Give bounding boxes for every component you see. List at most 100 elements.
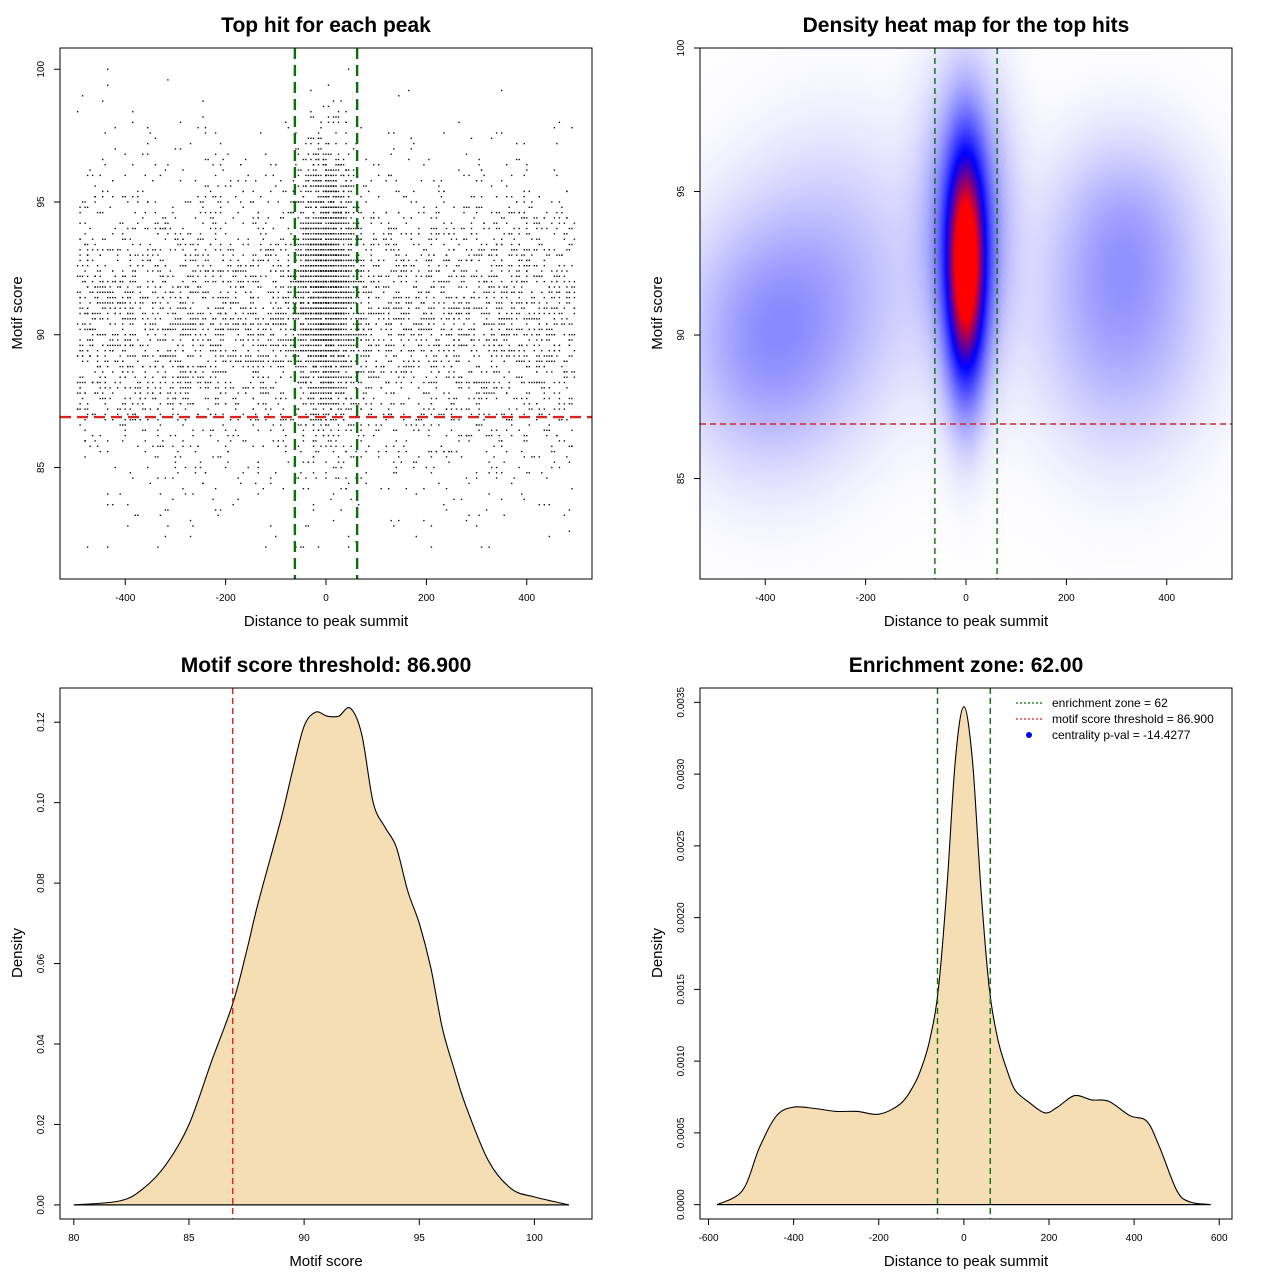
scatter-point (347, 535, 350, 538)
scatter-point (483, 413, 485, 416)
scatter-point (483, 249, 485, 251)
scatter-point (325, 153, 327, 155)
scatter-point (332, 254, 335, 256)
scatter-point (147, 344, 149, 347)
scatter-point (86, 350, 89, 352)
scatter-point (485, 302, 488, 304)
scatter-point (327, 339, 330, 341)
scatter-point (337, 211, 340, 214)
scatter-point (250, 275, 252, 277)
scatter-point (337, 312, 340, 315)
scatter-point (360, 233, 362, 235)
scatter-point (302, 254, 305, 256)
scatter-point (282, 440, 284, 442)
scatter-point (420, 350, 423, 352)
scatter-point (553, 344, 556, 347)
scatter-point (260, 387, 262, 389)
scatter-point (511, 249, 513, 251)
scatter-point (315, 296, 317, 299)
scatter-point (307, 227, 310, 230)
scatter-point (307, 270, 310, 272)
scatter-point (192, 493, 194, 495)
scatter-point (350, 280, 352, 283)
scatter-point (275, 254, 277, 256)
scatter-point (340, 365, 342, 368)
scatter-point (566, 456, 568, 458)
scatter-point (325, 164, 327, 166)
scatter-point (207, 259, 209, 262)
scatter-point (317, 233, 320, 235)
scatter-point (347, 254, 350, 256)
scatter-point (204, 211, 207, 214)
scatter-point (511, 350, 513, 352)
scatter-point (403, 196, 405, 198)
scatter-point (282, 238, 284, 240)
scatter-point (315, 174, 317, 177)
scatter-point (217, 270, 219, 272)
scatter-point (227, 434, 229, 437)
scatter-point (265, 222, 267, 224)
scatter-point (302, 211, 305, 214)
scatter-point (413, 190, 415, 193)
scatter-point (337, 334, 340, 336)
scatter-point (390, 174, 392, 177)
scatter-point (122, 403, 124, 405)
scatter-point (393, 296, 395, 299)
scatter-point (257, 211, 259, 214)
scatter-point (280, 275, 282, 277)
scatter-point (430, 424, 433, 426)
scatter-point (337, 270, 340, 272)
scatter-point (245, 440, 247, 442)
scatter-point (315, 387, 317, 389)
scatter-point (443, 222, 445, 224)
scatter-point (194, 350, 197, 352)
scatter-point (302, 344, 305, 347)
scatter-point (212, 280, 214, 283)
scatter-point (345, 312, 347, 315)
scatter-point (400, 259, 402, 262)
scatter-point (473, 339, 475, 341)
scatter-point (224, 302, 227, 304)
scatter-point (463, 211, 465, 214)
scatter-point (214, 249, 217, 251)
scatter-point (571, 488, 573, 490)
scatter-point (568, 509, 571, 511)
scatter-point (533, 350, 535, 352)
scatter-point (423, 164, 425, 166)
scatter-point (124, 397, 126, 400)
scatter-point (360, 477, 362, 479)
scatter-point (342, 413, 345, 416)
scatter-point (337, 403, 340, 405)
scatter-point (373, 164, 375, 166)
scatter-point (508, 254, 510, 256)
scatter-point (144, 350, 146, 352)
scatter-point (152, 249, 154, 251)
scatter-point (543, 259, 545, 262)
scatter-point (322, 408, 325, 410)
scatter-point (112, 419, 114, 421)
scatter-point (498, 371, 500, 373)
scatter-point (438, 190, 440, 193)
scatter-point (327, 312, 330, 315)
scatter-point (423, 408, 425, 410)
scatter-point (528, 472, 530, 474)
scatter-point (305, 270, 307, 272)
scatter-point (104, 403, 106, 405)
scatter-point (227, 270, 229, 272)
scatter-point (79, 328, 81, 331)
scatter-point (142, 403, 144, 405)
scatter-point (315, 312, 317, 315)
scatter-point (342, 461, 345, 463)
scatter-point (172, 286, 174, 288)
scatter-point (257, 227, 259, 230)
scatter-point (448, 360, 450, 362)
scatter-point (413, 265, 415, 267)
scatter-point (162, 445, 164, 447)
scatter-point (418, 456, 420, 458)
scatter-point (493, 222, 495, 224)
scatter-point (320, 387, 322, 389)
scatter-point (360, 456, 362, 458)
scatter-point (137, 514, 139, 516)
scatter-point (536, 238, 538, 240)
scatter-point (224, 429, 227, 431)
